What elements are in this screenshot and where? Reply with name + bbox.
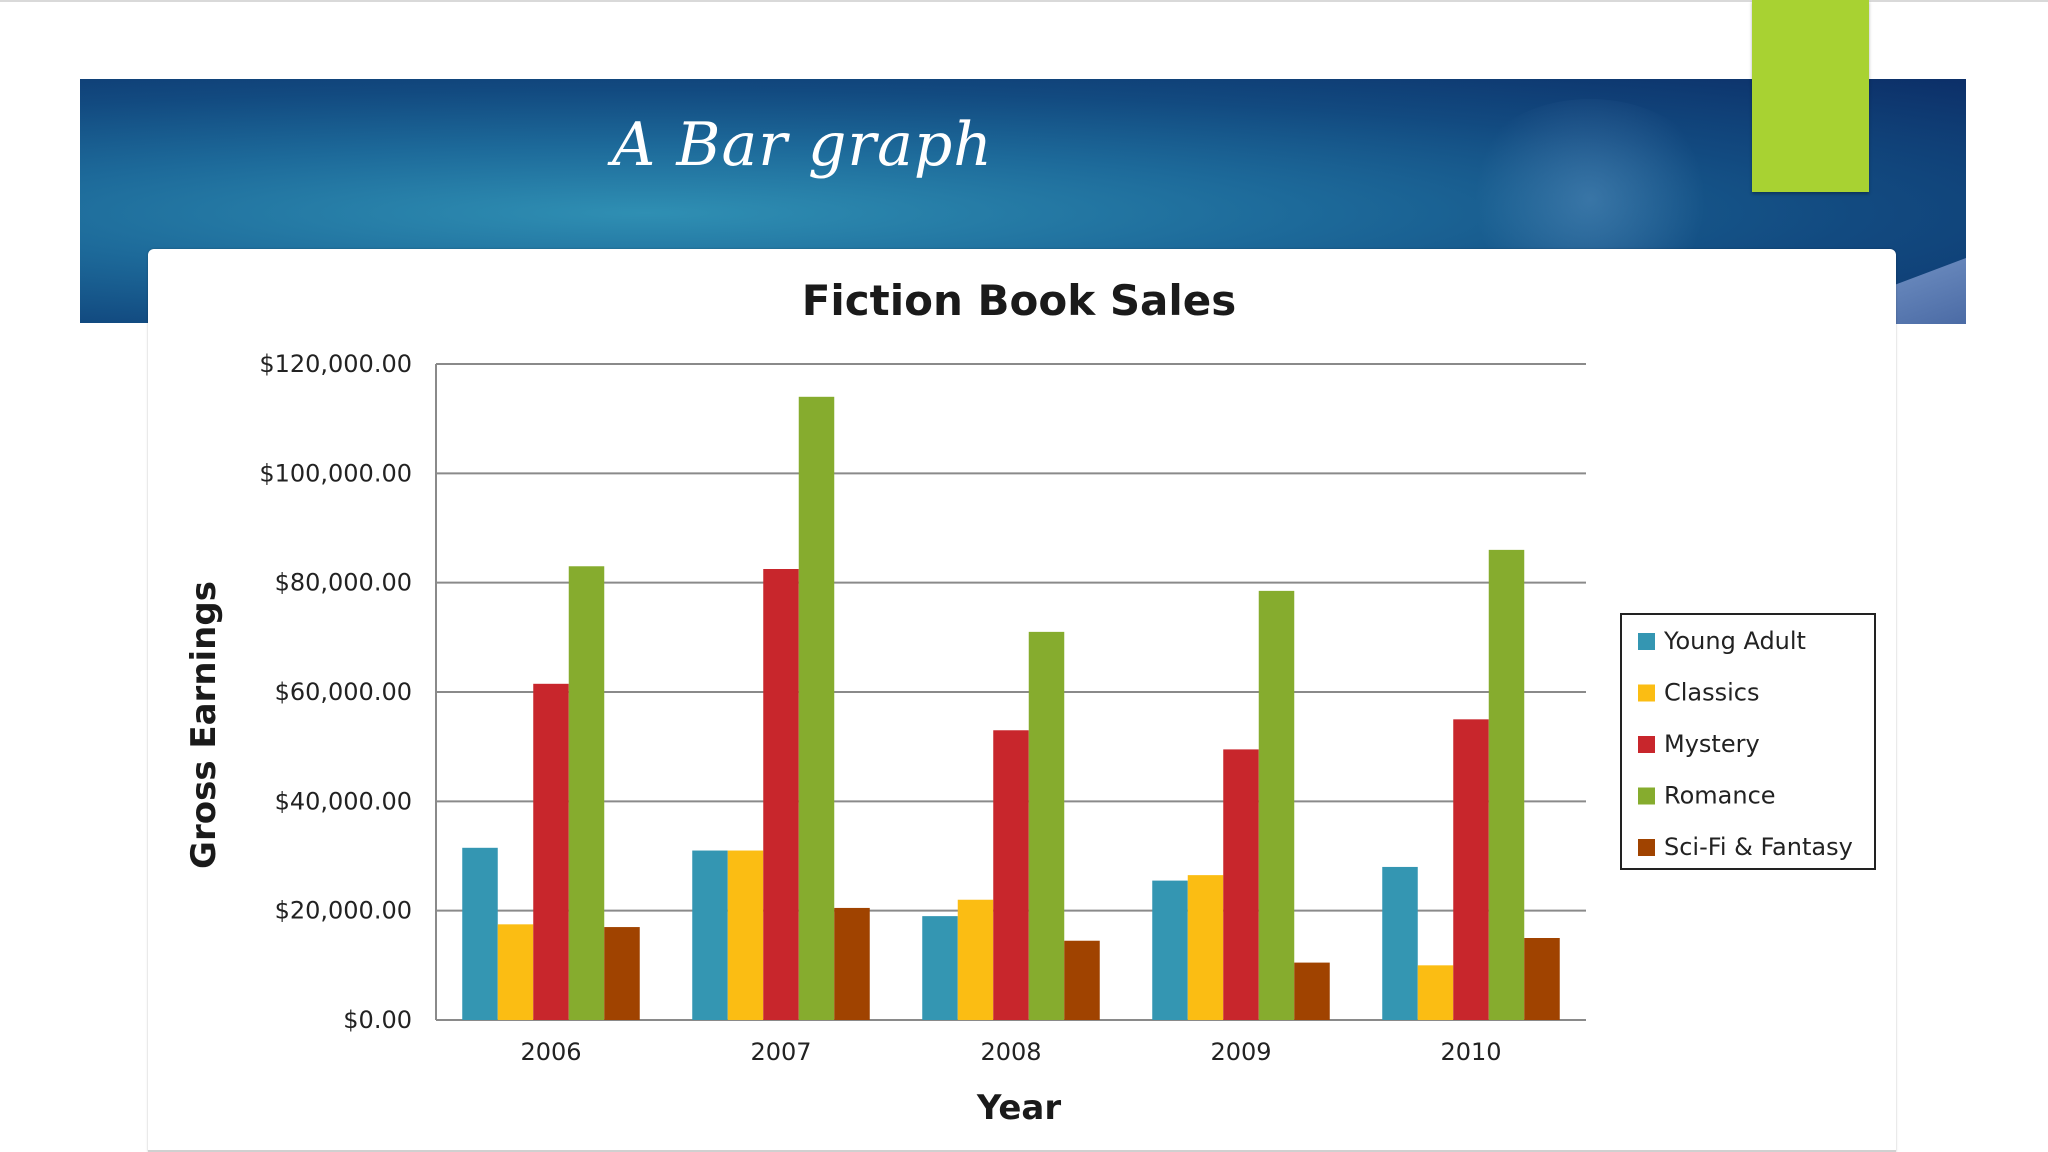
slide-title: A Bar graph <box>612 110 993 180</box>
y-axis-title: Gross Earnings <box>184 581 224 869</box>
x-tick-label: 2010 <box>1440 1038 1501 1066</box>
legend-label: Classics <box>1664 679 1760 707</box>
legend-swatch <box>1638 787 1655 805</box>
bar-romance-2008 <box>1028 631 1065 1020</box>
bar-classics-2008 <box>957 899 994 1020</box>
bar-classics-2010 <box>1417 965 1454 1020</box>
bar-classics-2007 <box>727 850 764 1020</box>
x-axis-title: Year <box>976 1088 1062 1128</box>
y-tick-labels: $0.00 $20,000.00 $40,000.00 $60,000.00 $80,0… <box>259 350 412 1034</box>
y-tick-label: $120,000.00 <box>259 350 412 378</box>
legend-box <box>1620 613 1876 870</box>
legend-label: Romance <box>1664 782 1776 810</box>
bar-mystery-2008 <box>993 730 1029 1020</box>
legend-label: Young Adult <box>1663 627 1806 655</box>
x-tick-label: 2009 <box>1210 1038 1271 1066</box>
y-tick-label: $80,000.00 <box>275 569 412 597</box>
bar-mystery-2007 <box>763 569 799 1020</box>
bar-romance-2009 <box>1258 590 1295 1020</box>
bar-young-adult-2009 <box>1152 880 1188 1020</box>
bar-sci-fi-fantasy-2006 <box>604 927 640 1020</box>
legend-swatch <box>1638 684 1655 702</box>
x-tick-label: 2007 <box>750 1038 811 1066</box>
bar-classics-2006 <box>497 924 534 1020</box>
bar-mystery-2009 <box>1223 749 1259 1020</box>
chart-title: Fiction Book Sales <box>802 276 1237 325</box>
x-tick-label: 2006 <box>520 1038 581 1066</box>
bar-sci-fi-fantasy-2008 <box>1064 940 1100 1020</box>
bar-sci-fi-fantasy-2007 <box>834 907 870 1020</box>
legend-swatch <box>1638 839 1655 856</box>
y-tick-label: $100,000.00 <box>259 459 412 487</box>
top-border-line <box>0 0 2048 2</box>
chart-panel: Fiction Book Sales Gross Earnings Year $… <box>148 249 1896 1152</box>
legend-label: Mystery <box>1664 730 1760 758</box>
legend-swatch <box>1638 633 1655 650</box>
bar-chart: Fiction Book Sales Gross Earnings Year $… <box>184 276 1876 1128</box>
bar-young-adult-2010 <box>1382 866 1418 1020</box>
bar-young-adult-2007 <box>692 850 728 1020</box>
legend-swatch <box>1638 736 1655 753</box>
banner-corner-cut <box>0 234 80 254</box>
panel-bottom-line <box>148 1150 1896 1152</box>
bar-young-adult-2006 <box>462 847 498 1020</box>
bars <box>462 396 1560 1020</box>
bar-romance-2007 <box>798 396 835 1020</box>
y-tick-label: $40,000.00 <box>275 787 412 815</box>
bar-romance-2010 <box>1488 549 1525 1020</box>
accent-rectangle <box>1752 0 1869 192</box>
x-tick-label: 2008 <box>980 1038 1041 1066</box>
legend: Young Adult Classics Mystery Romance Sci-Fi … <box>1620 613 1876 870</box>
bar-mystery-2010 <box>1453 719 1489 1020</box>
bar-sci-fi-fantasy-2009 <box>1294 962 1330 1020</box>
y-tick-label: $0.00 <box>343 1006 412 1034</box>
bar-sci-fi-fantasy-2010 <box>1524 938 1560 1020</box>
bar-romance-2006 <box>568 566 605 1020</box>
y-tick-label: $60,000.00 <box>275 678 412 706</box>
bar-classics-2009 <box>1187 875 1224 1020</box>
bar-young-adult-2008 <box>922 916 958 1020</box>
y-tick-label: $20,000.00 <box>275 897 412 925</box>
bar-mystery-2006 <box>533 683 569 1020</box>
x-tick-labels: 2006 2007 2008 2009 2010 <box>520 1038 1501 1066</box>
legend-label: Sci-Fi & Fantasy <box>1664 833 1853 861</box>
